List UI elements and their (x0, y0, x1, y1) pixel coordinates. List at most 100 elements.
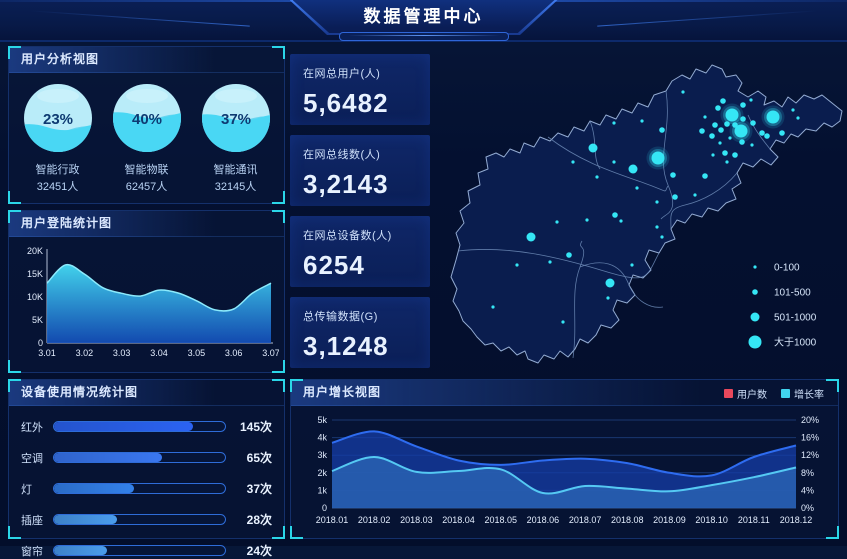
gauge-circle: 23% (23, 84, 92, 152)
svg-text:2018.03: 2018.03 (400, 515, 433, 525)
svg-text:20%: 20% (801, 415, 819, 425)
gauge-count: 32451人 (36, 181, 79, 193)
gauge-智能通讯: 37% 智能通讯 32145人 (193, 83, 279, 194)
login-area-chart: 0 5K 10K 15K 20K 3.01 3.02 3.03 3.04 3.05 3.06 3.07 (9, 237, 284, 374)
kpi-value: 3,2143 (303, 169, 389, 199)
panel-login-stats: 用户登陆统计图 0 5K 10K 15K 20K 3.01 3.02 3.03 3.04 3.05… (8, 210, 285, 373)
svg-text:2018.02: 2018.02 (358, 515, 391, 525)
bar-value: 145次 (239, 420, 272, 434)
svg-text:3.02: 3.02 (76, 348, 94, 358)
legend-item-用户数[interactable]: 用户数 (724, 386, 767, 401)
device-bar-row-插座: 插座 28次 (21, 511, 272, 528)
bar-fill (54, 484, 135, 493)
svg-text:5K: 5K (32, 315, 43, 325)
svg-text:4%: 4% (801, 485, 814, 495)
gauge-label: 智能通讯 (213, 164, 258, 176)
svg-text:8%: 8% (801, 468, 814, 478)
gauge-count: 32145人 (214, 181, 257, 193)
title-banner (292, 0, 555, 33)
bar-fill (54, 422, 193, 431)
svg-text:大于1000: 大于1000 (774, 336, 817, 349)
svg-text:2018.01: 2018.01 (316, 515, 349, 525)
bar-category: 空调 (21, 452, 43, 465)
svg-text:2018.04: 2018.04 (442, 515, 475, 525)
header-ornament (338, 32, 509, 41)
bar-value: 24次 (246, 544, 272, 558)
bar-track (53, 545, 226, 556)
header-wing-left (30, 10, 250, 27)
svg-text:16%: 16% (801, 433, 819, 443)
svg-text:3.04: 3.04 (150, 348, 168, 358)
kpi-value: 6254 (303, 250, 365, 280)
bar-track (53, 452, 226, 463)
bar-value: 37次 (246, 482, 272, 496)
bar-track (53, 483, 226, 494)
svg-text:15K: 15K (27, 269, 43, 279)
svg-text:2018.07: 2018.07 (569, 515, 602, 525)
growth-legend: 用户数 增长率 (724, 386, 824, 401)
panel-title-user-analysis: 用户分析视图 (9, 47, 284, 73)
kpi-column: 在网总用户(人) 5,6482 在网总线数(人) 3,2143 在网总设备数(人) … (290, 54, 430, 368)
device-bar-row-窗帘: 窗帘 24次 (21, 542, 272, 559)
svg-text:3.05: 3.05 (188, 348, 206, 358)
panel-title-login-stats: 用户登陆统计图 (9, 211, 284, 237)
panel-title-user-growth: 用户增长视图 (291, 380, 838, 406)
svg-text:501-1000: 501-1000 (774, 313, 817, 324)
kpi-label: 在网总用户(人) (303, 68, 381, 80)
legend-label: 用户数 (737, 390, 767, 401)
growth-area-chart: 0 0% 1k 4% 2k 8% 3k 12% 4k 16% 5k 20% 2018.01 2018.0… (291, 406, 838, 539)
panel-user-growth: 用户增长视图 用户数 增长率 0 0% 1k 4% 2k 8% 3k 12% 4k 16% 5k 20… (290, 379, 839, 539)
panel-device-usage: 设备使用情况统计图 红外 145次 空调 65次灯 37次 插座 28次 窗帘 24次 (8, 379, 285, 558)
bar-track (53, 514, 226, 525)
map-legend: 0-100 101-500 501-1000 大于1000 (748, 263, 817, 349)
panel-title-device-usage: 设备使用情况统计图 (9, 380, 284, 406)
gauge-circle: 37% (201, 84, 270, 152)
svg-text:0: 0 (38, 338, 43, 348)
header-wing-right (597, 10, 817, 27)
svg-text:2018.11: 2018.11 (738, 515, 770, 525)
kpi-value: 3,1248 (303, 331, 389, 361)
gauge-智能物联: 40% 智能物联 62457人 (104, 83, 190, 194)
svg-text:2k: 2k (317, 468, 327, 478)
svg-text:2018.12: 2018.12 (780, 515, 813, 525)
legend-item-增长率[interactable]: 增长率 (781, 386, 824, 401)
bar-category: 窗帘 (21, 545, 43, 558)
svg-text:3.06: 3.06 (225, 348, 243, 358)
gauge-label: 智能物联 (124, 164, 169, 176)
svg-text:0%: 0% (801, 503, 814, 513)
legend-swatch (781, 389, 790, 398)
svg-text:3.07: 3.07 (262, 348, 279, 358)
svg-text:10K: 10K (27, 292, 43, 302)
gauge-count: 62457人 (125, 181, 168, 193)
svg-text:3k: 3k (317, 450, 327, 460)
svg-text:20K: 20K (27, 246, 43, 256)
region-map: 0-100 101-500 501-1000 大于1000 (430, 45, 847, 376)
bar-value: 28次 (246, 513, 272, 527)
page-title: 数据管理中心 (363, 7, 484, 26)
svg-text:37%: 37% (220, 111, 250, 128)
svg-text:23%: 23% (42, 111, 72, 128)
svg-text:3.03: 3.03 (113, 348, 131, 358)
svg-text:2018.10: 2018.10 (695, 515, 728, 525)
svg-text:3.01: 3.01 (38, 348, 56, 358)
gauge-label: 智能行政 (35, 164, 80, 176)
bar-fill (54, 546, 107, 555)
svg-text:0-100: 0-100 (774, 263, 800, 274)
svg-text:2018.06: 2018.06 (527, 515, 560, 525)
kpi-card-2: 在网总设备数(人) 6254 (290, 216, 430, 287)
device-bar-row-空调: 空调 65次 (21, 449, 272, 466)
kpi-card-0: 在网总用户(人) 5,6482 (290, 54, 430, 125)
bar-value: 65次 (246, 451, 272, 465)
kpi-card-1: 在网总线数(人) 3,2143 (290, 135, 430, 206)
bar-fill (54, 453, 162, 462)
header: 数据管理中心 (0, 0, 847, 42)
device-bar-chart: 红外 145次 空调 65次灯 37次 插座 28次 窗帘 24次 (9, 406, 284, 559)
svg-text:1k: 1k (317, 485, 327, 495)
svg-text:2018.08: 2018.08 (611, 515, 644, 525)
kpi-card-3: 总传输数据(G) 3,1248 (290, 297, 430, 368)
svg-text:101-500: 101-500 (774, 288, 811, 299)
gauge-智能行政: 23% 智能行政 32451人 (15, 83, 101, 194)
svg-text:2018.05: 2018.05 (484, 515, 517, 525)
panel-user-analysis: 用户分析视图 23% 智能行政 32451人 40% 智能物联 62457人 (8, 46, 285, 204)
bar-category: 灯 (21, 483, 32, 496)
